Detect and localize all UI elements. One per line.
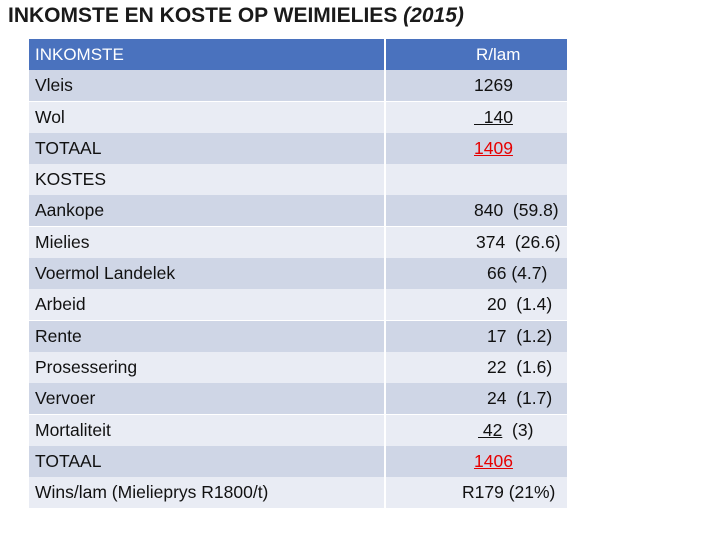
row-value: 140 xyxy=(386,101,567,133)
row-label: Vleis xyxy=(29,70,384,102)
row-value: 374 (26.6) xyxy=(386,226,567,258)
row-value: 24 (1.7) xyxy=(386,383,567,415)
row-value: 66 (4.7) xyxy=(386,258,567,290)
table-row: TOTAAL 1409 xyxy=(29,132,567,164)
row-value: 22 (1.6) xyxy=(386,351,567,383)
table-row: Prosessering 22 (1.6) xyxy=(29,351,567,383)
table-row: Wol 140 xyxy=(29,101,567,133)
row-label: Rente xyxy=(29,320,384,352)
header-value: R/lam xyxy=(386,39,567,70)
table-body: Vleis 1269 Wol 140 TOTAAL 1409 KOSTES Aankope 8… xyxy=(29,70,567,509)
row-label: Prosessering xyxy=(29,351,384,383)
row-label: TOTAAL xyxy=(29,445,384,477)
table-row: KOSTES xyxy=(29,164,567,196)
row-label: TOTAAL xyxy=(29,132,384,164)
row-value: 1409 xyxy=(386,132,567,164)
table-row: Mortaliteit 42 (3) xyxy=(29,414,567,446)
row-value: 20 (1.4) xyxy=(386,289,567,321)
title-year: (2015) xyxy=(403,4,464,27)
row-value: 17 (1.2) xyxy=(386,320,567,352)
table-row: Vervoer 24 (1.7) xyxy=(29,383,567,415)
row-label: Mielies xyxy=(29,226,384,258)
row-value: 1269 xyxy=(386,70,567,102)
header-label: INKOMSTE xyxy=(29,39,384,70)
row-label: Mortaliteit xyxy=(29,414,384,446)
table-header-row: INKOMSTE R/lam xyxy=(29,39,567,70)
table-row: Wins/lam (Mielieprys R1800/t) R179 (21%) xyxy=(29,477,567,509)
row-label: Arbeid xyxy=(29,289,384,321)
table-row: Arbeid 20 (1.4) xyxy=(29,289,567,321)
table-row: Vleis 1269 xyxy=(29,70,567,102)
row-label: Vervoer xyxy=(29,383,384,415)
row-label: Wins/lam (Mielieprys R1800/t) xyxy=(29,477,384,509)
row-value: 1406 xyxy=(386,445,567,477)
row-label: Wol xyxy=(29,101,384,133)
title-main: INKOMSTE EN KOSTE OP WEIMIELIES xyxy=(8,4,398,27)
table-row: Voermol Landelek 66 (4.7) xyxy=(29,258,567,290)
row-value: 840 (59.8) xyxy=(386,195,567,227)
row-value: 42 (3) xyxy=(386,414,567,446)
row-label: KOSTES xyxy=(29,164,384,196)
row-value xyxy=(386,164,567,196)
table-row: Aankope 840 (59.8) xyxy=(29,195,567,227)
row-value-percent: (3) xyxy=(502,419,534,440)
row-label: Aankope xyxy=(29,195,384,227)
row-value: R179 (21%) xyxy=(386,477,567,509)
table-row: TOTAAL 1406 xyxy=(29,445,567,477)
table-row: Rente 17 (1.2) xyxy=(29,320,567,352)
row-value-underlined: 42 xyxy=(478,419,503,440)
table-row: Mielies 374 (26.6) xyxy=(29,226,567,258)
row-label: Voermol Landelek xyxy=(29,258,384,290)
page-title: INKOMSTE EN KOSTE OP WEIMIELIES (2015) xyxy=(8,4,464,28)
income-cost-table: INKOMSTE R/lam Vleis 1269 Wol 140 TOTAAL 140… xyxy=(29,39,567,509)
